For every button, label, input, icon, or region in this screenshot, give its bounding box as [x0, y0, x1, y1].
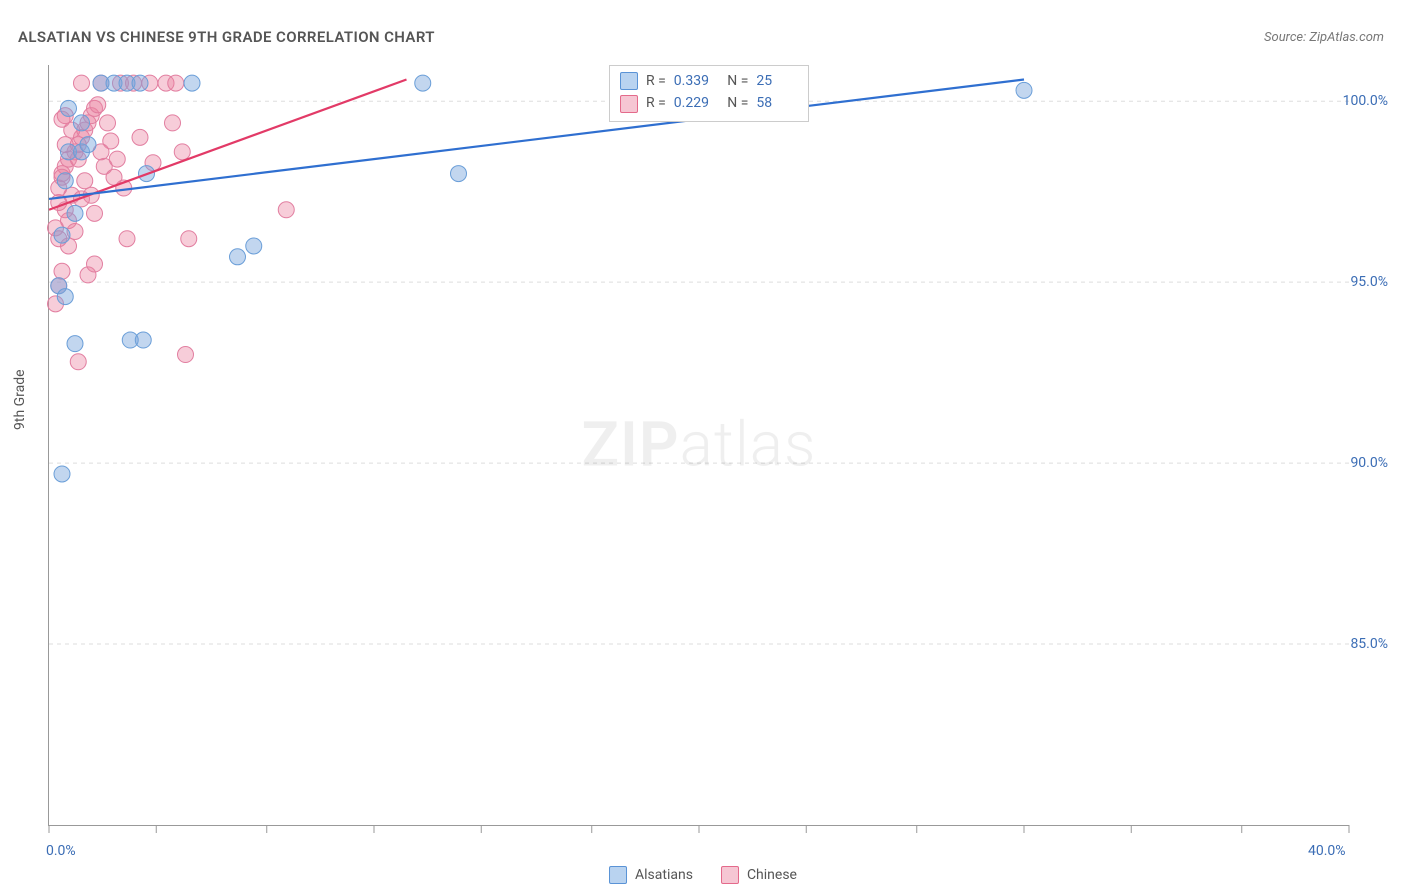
legend-label-alsatians: Alsatians: [635, 867, 693, 883]
swatch-chinese: [620, 95, 638, 113]
y-tick-label: 85.0%: [1350, 636, 1388, 652]
x-tick-label-min: 0.0%: [46, 843, 76, 859]
r-value-alsatians: 0.339: [674, 70, 716, 92]
y-tick-label: 95.0%: [1350, 274, 1388, 290]
legend-row-alsatians: R = 0.339 N = 25: [620, 70, 798, 92]
chart-svg: [49, 65, 1349, 825]
n-label: N =: [724, 92, 749, 114]
plot-area: ZIPatlas R = 0.339 N = 25 R = 0.229 N = …: [48, 65, 1349, 826]
swatch-alsatians-icon: [609, 866, 627, 884]
n-value-alsatians: 25: [756, 70, 798, 92]
legend-item-alsatians: Alsatians: [609, 866, 693, 884]
y-tick-label: 90.0%: [1350, 455, 1388, 471]
r-label: R =: [646, 92, 666, 114]
series-legend: Alsatians Chinese: [609, 866, 797, 884]
swatch-alsatians: [620, 72, 638, 90]
legend-label-chinese: Chinese: [747, 867, 797, 883]
n-value-chinese: 58: [756, 92, 798, 114]
source-attribution: Source: ZipAtlas.com: [1264, 30, 1384, 45]
legend-item-chinese: Chinese: [721, 866, 797, 884]
r-label: R =: [646, 70, 666, 92]
legend-row-chinese: R = 0.229 N = 58: [620, 92, 798, 114]
y-axis-label: 9th Grade: [12, 369, 28, 430]
correlation-legend: R = 0.339 N = 25 R = 0.229 N = 58: [609, 65, 809, 122]
x-tick-label-max: 40.0%: [1308, 843, 1346, 859]
y-tick-label: 100.0%: [1343, 93, 1388, 109]
chart-title: ALSATIAN VS CHINESE 9TH GRADE CORRELATIO…: [18, 28, 435, 46]
n-label: N =: [724, 70, 749, 92]
r-value-chinese: 0.229: [674, 92, 716, 114]
swatch-chinese-icon: [721, 866, 739, 884]
